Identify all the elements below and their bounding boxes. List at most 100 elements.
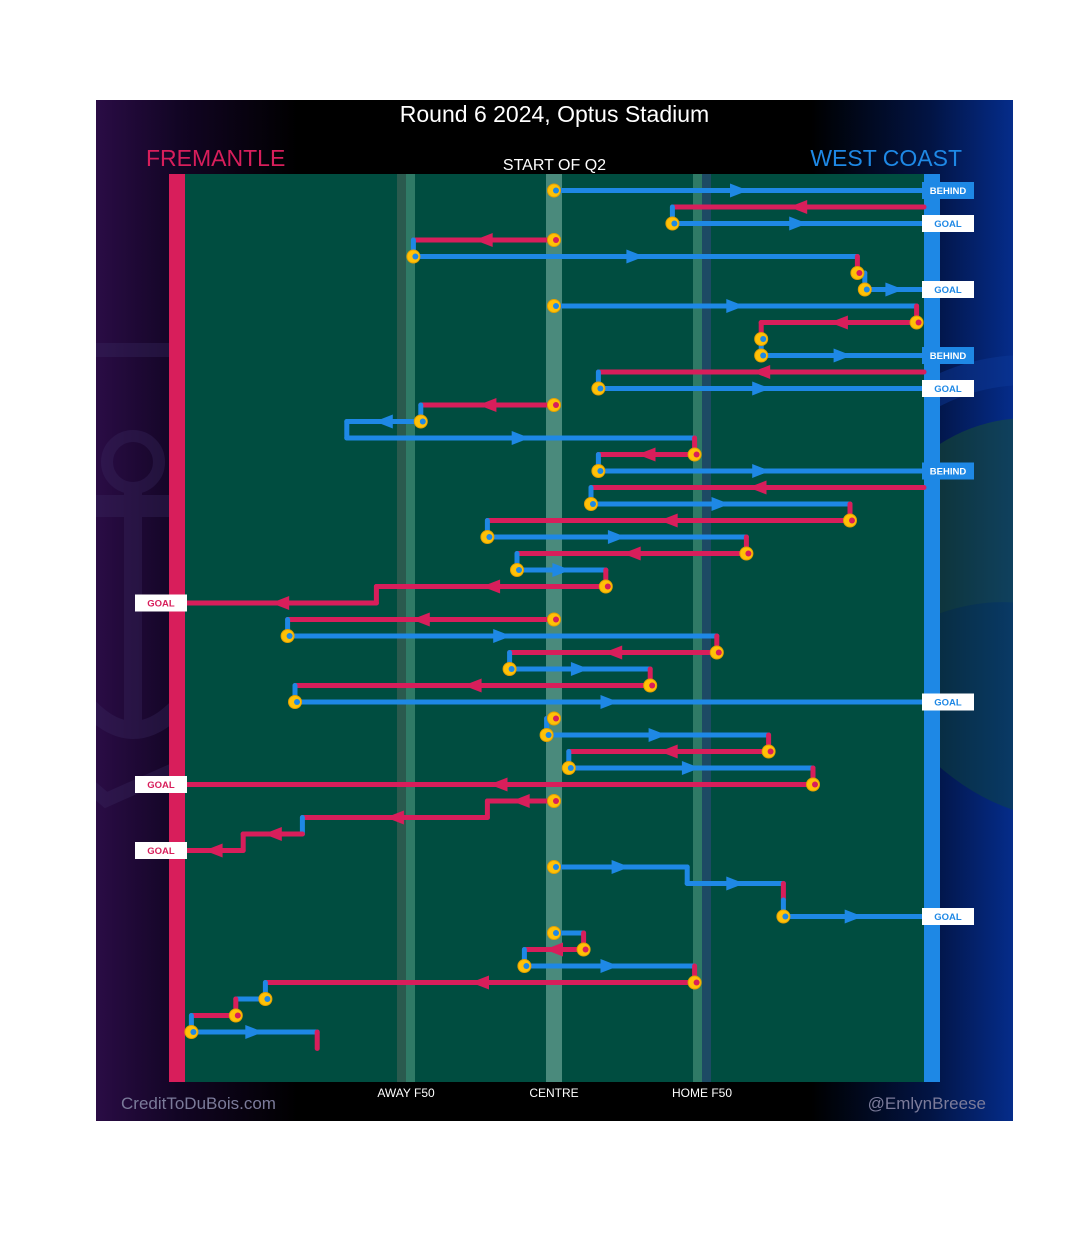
direction-arrow <box>637 447 656 462</box>
outcome-label-box <box>922 462 974 480</box>
home-team-name: FREMANTLE <box>146 145 286 171</box>
outcome-label-box <box>922 281 974 298</box>
x-tick-label-home-f50: HOME F50 <box>671 1086 733 1100</box>
stoppage-marker-dot <box>745 550 752 557</box>
stoppage-marker-dot <box>812 781 818 788</box>
chain-c4 <box>551 299 927 363</box>
stoppage-marker-dot <box>849 517 855 524</box>
stoppage-marker-dot <box>516 567 522 573</box>
stoppage-marker-dot <box>782 913 789 920</box>
x-tick-label-away-f50: AWAY F50 <box>377 1086 435 1100</box>
stoppage-marker-dot <box>590 501 596 507</box>
direction-arrow <box>374 414 393 429</box>
direction-arrow <box>622 546 641 561</box>
outcome-label-text: BEHIND <box>930 186 967 197</box>
outcome-label-text: GOAL <box>147 599 175 610</box>
outcome-label-box <box>922 182 974 199</box>
stoppage-marker-dot <box>553 715 559 722</box>
direction-arrow <box>245 1025 264 1039</box>
direction-arrow <box>752 464 771 478</box>
stoppage-marker-dot <box>767 748 774 755</box>
direction-arrow <box>711 497 730 511</box>
direction-arrow <box>263 827 282 841</box>
direction-arrow <box>659 744 678 759</box>
direction-arrow <box>726 299 745 313</box>
chain-c12 <box>188 930 698 1051</box>
direction-arrow <box>752 365 771 379</box>
stoppage-marker-dot <box>553 616 559 623</box>
chain-c1 <box>551 183 927 198</box>
stoppage-marker-dot <box>419 418 426 425</box>
direction-arrow <box>463 678 482 693</box>
outcome-label-behind: BEHIND <box>922 347 974 364</box>
direction-arrow <box>493 629 512 643</box>
outcome-label-goal: GOAL <box>135 842 187 859</box>
stoppage-marker-dot <box>412 253 419 260</box>
outcome-label-text: GOAL <box>934 285 962 296</box>
direction-arrow <box>648 728 667 742</box>
direction-arrow <box>385 810 404 825</box>
credit-left: CreditToDuBois.com <box>121 1094 276 1113</box>
outcome-label-text: GOAL <box>934 698 962 709</box>
credit-right: @EmlynBreese <box>867 1094 986 1113</box>
chart-title: Round 6 2024, Optus Stadium <box>399 101 710 127</box>
home-f50-band-light <box>693 174 702 1082</box>
stoppage-marker-dot <box>915 319 922 326</box>
direction-arrow <box>604 645 623 660</box>
direction-arrow <box>626 249 645 264</box>
direction-arrow <box>474 233 493 247</box>
stoppage-marker-dot <box>508 666 515 672</box>
stoppage-marker-dot <box>760 336 767 342</box>
away-f50-band-dark <box>397 174 406 1082</box>
outcome-label-behind: BEHIND <box>922 462 974 480</box>
chain-chart: BEHIND GOAL GOAL BEHIND GOAL BEHIND GOAL GOAL GO… <box>96 174 1013 1082</box>
direction-arrow <box>748 480 767 495</box>
x-tick-label-centre: CENTRE <box>529 1086 579 1100</box>
chart-frame: BEHIND GOAL GOAL BEHIND GOAL BEHIND GOAL GOAL GO… <box>96 100 1013 1121</box>
direction-arrow <box>600 695 619 709</box>
direction-arrow <box>607 530 626 544</box>
outcome-label-text: GOAL <box>934 219 962 230</box>
outcome-label-text: BEHIND <box>930 351 967 362</box>
outcome-label-text: BEHIND <box>930 467 967 478</box>
direction-arrow <box>730 183 748 198</box>
anchor-shank-icon <box>124 488 142 738</box>
stoppage-marker-dot <box>649 682 656 689</box>
quarter-label: START OF Q2 <box>502 157 607 174</box>
direction-arrow <box>752 381 771 396</box>
stoppage-marker-dot <box>294 699 300 705</box>
outcome-label-text: GOAL <box>934 384 962 395</box>
home-f50-band-dark <box>702 174 711 1082</box>
direction-arrow <box>511 431 530 445</box>
stoppage-marker-dot <box>863 286 870 293</box>
outcome-label-goal: GOAL <box>922 215 974 232</box>
stoppage-marker-dot <box>856 270 863 276</box>
stoppage-marker-dot <box>597 468 604 474</box>
away-f50-band-light <box>406 174 415 1082</box>
outcome-label-box <box>922 347 974 364</box>
direction-arrow <box>829 315 848 330</box>
stoppage-marker-dot <box>553 187 559 194</box>
stoppage-marker-dot <box>582 946 589 953</box>
direction-arrow <box>545 942 563 957</box>
stoppage-marker-dot <box>567 765 574 771</box>
chain-c9 <box>181 716 816 792</box>
outcome-label-goal: GOAL <box>922 380 974 397</box>
possession-chains <box>181 183 927 1051</box>
direction-arrow <box>478 398 497 412</box>
outcome-label-text: GOAL <box>147 780 175 791</box>
stoppage-marker-dot <box>545 732 552 738</box>
outcome-label-box <box>135 594 187 612</box>
stoppage-marker-dot <box>715 649 722 656</box>
stoppage-marker-dot <box>671 220 678 227</box>
direction-arrow <box>570 662 589 676</box>
outcome-label-behind: BEHIND <box>922 182 974 199</box>
stoppage-marker-dot <box>693 979 700 986</box>
direction-arrow <box>552 563 571 577</box>
direction-arrow <box>600 959 619 973</box>
direction-arrow <box>482 579 501 594</box>
outcome-label-goal: GOAL <box>135 594 187 612</box>
away-goal-line <box>924 174 940 1082</box>
direction-arrow <box>271 596 290 610</box>
outcome-label-goal: GOAL <box>922 693 974 711</box>
